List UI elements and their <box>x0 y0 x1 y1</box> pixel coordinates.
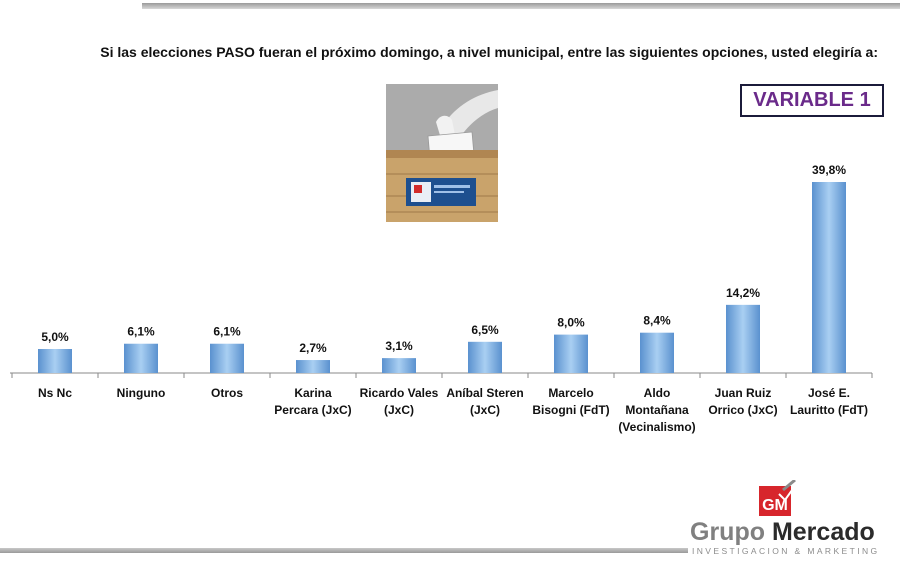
data-label: 39,8% <box>812 163 846 177</box>
category-label-line: Ninguno <box>117 386 166 400</box>
category-label-line: José E. <box>808 386 850 400</box>
category-label: Ninguno <box>117 386 166 400</box>
category-label-line: Otros <box>211 386 243 400</box>
category-label-line: Montañana <box>625 403 689 417</box>
logo-name-part2: Mercado <box>771 518 875 546</box>
top-divider <box>142 3 900 9</box>
data-label: 14,2% <box>726 286 760 300</box>
variable-label: VARIABLE 1 <box>740 84 884 117</box>
category-label-line: Aníbal Steren <box>446 386 523 400</box>
category-label-line: Ns Nc <box>38 386 72 400</box>
category-label-line: Marcelo <box>548 386 593 400</box>
bar <box>640 332 674 373</box>
bar <box>124 343 158 373</box>
category-label: Karina Percara (JxC) <box>274 386 351 417</box>
category-label-line: Orrico (JxC) <box>708 403 777 417</box>
data-label: 2,7% <box>299 341 327 355</box>
bottom-divider <box>0 548 688 553</box>
bar <box>812 182 846 373</box>
data-label: 6,1% <box>213 325 241 339</box>
gm-logo-icon: GM <box>759 480 796 516</box>
data-label: 5,0% <box>41 330 69 344</box>
bar <box>382 358 416 373</box>
data-label: 3,1% <box>385 339 413 353</box>
category-label: Aníbal Steren (JxC) <box>446 386 523 417</box>
category-label: Otros <box>211 386 243 400</box>
bar <box>726 304 760 373</box>
category-label: Ricardo Vales (JxC) <box>360 386 439 417</box>
category-label-line: Ricardo Vales <box>360 386 439 400</box>
category-label-line: Karina <box>294 386 332 400</box>
logo-tagline: INVESTIGACION & MARKETING <box>692 546 880 556</box>
category-label: Ns Nc <box>38 386 72 400</box>
category-label-line: Juan Ruiz <box>715 386 772 400</box>
bar <box>554 334 588 373</box>
bar-chart: 5,0% 6,1% 6,1% 2,7% 3,1% 6,5% 8,0% 8,4% 14,2% 39,… <box>10 163 873 434</box>
category-label-line: (JxC) <box>384 403 414 417</box>
category-label: José E. Lauritto (FdT) <box>790 386 868 417</box>
bar <box>468 341 502 373</box>
category-label-line: Bisogni (FdT) <box>532 403 609 417</box>
category-label: Juan Ruiz Orrico (JxC) <box>708 386 777 417</box>
bar <box>210 343 244 373</box>
survey-question: Si las elecciones PASO fueran el próximo… <box>100 44 878 60</box>
data-label: 8,0% <box>557 316 585 330</box>
data-label: 8,4% <box>643 314 671 328</box>
company-logo: GM Grupo Mercado INVESTIGACION & MARKETI… <box>690 478 880 560</box>
logo-name-part1: Grupo <box>690 518 765 546</box>
category-label: Aldo Montañana (Vecinalismo) <box>618 386 695 434</box>
category-label: Marcelo Bisogni (FdT) <box>532 386 609 417</box>
logo-name: Grupo Mercado <box>690 518 875 547</box>
category-label-line: (JxC) <box>470 403 500 417</box>
bar <box>296 360 330 373</box>
svg-text:GM: GM <box>762 497 788 514</box>
bar <box>38 349 72 373</box>
category-label-line: Lauritto (FdT) <box>790 403 868 417</box>
category-label-line: Percara (JxC) <box>274 403 351 417</box>
data-label: 6,5% <box>471 323 499 337</box>
data-label: 6,1% <box>127 325 155 339</box>
ballot-box-icon <box>386 84 498 222</box>
category-label-line: (Vecinalismo) <box>618 420 695 434</box>
category-label-line: Aldo <box>644 386 671 400</box>
